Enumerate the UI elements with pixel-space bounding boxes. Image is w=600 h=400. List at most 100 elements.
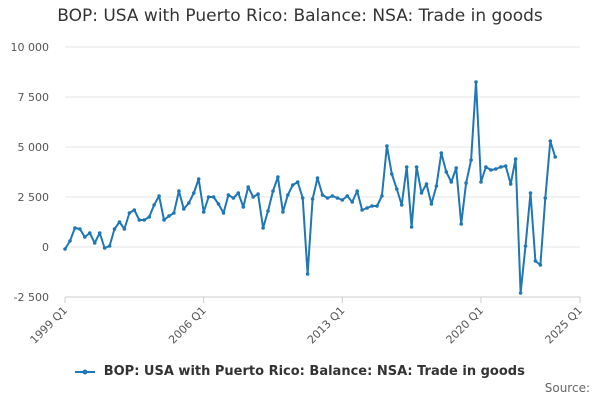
series-points (63, 80, 557, 295)
x-tick-label: 1999 Q1 (28, 304, 71, 347)
data-point (320, 193, 325, 197)
data-point (325, 196, 330, 200)
data-point (533, 259, 538, 263)
data-point (404, 165, 409, 169)
legend-label: BOP: USA with Puerto Rico: Balance: NSA:… (103, 364, 525, 379)
data-point (310, 197, 315, 201)
data-point (187, 201, 191, 205)
data-point (365, 206, 369, 210)
data-point (122, 227, 127, 231)
data-point (102, 246, 107, 250)
data-point (449, 180, 454, 184)
series-line (64, 81, 557, 294)
data-point (286, 193, 290, 197)
data-point (459, 222, 464, 226)
data-point (330, 194, 335, 198)
data-point (147, 215, 151, 219)
x-tick-label: 2020 Q1 (444, 304, 487, 347)
data-point (117, 220, 122, 224)
series-path (64, 81, 557, 294)
data-point (276, 175, 280, 179)
data-point (538, 263, 543, 267)
data-point (518, 291, 523, 295)
data-point (167, 214, 171, 218)
gridlines: -2 500 0 2 500 5 000 7 500 10 000 (11, 41, 580, 304)
data-point (469, 158, 473, 162)
y-tick-label: -2 500 (14, 291, 49, 304)
data-point (73, 226, 77, 230)
x-tick-label: 2013 Q1 (305, 304, 348, 347)
data-point (192, 191, 196, 195)
data-point (83, 235, 87, 239)
data-point (489, 168, 493, 172)
data-point (241, 205, 246, 209)
data-point (434, 184, 439, 188)
y-tick-label: 10 000 (11, 41, 50, 54)
data-point (221, 211, 226, 215)
data-point (231, 196, 236, 200)
data-point (256, 192, 260, 196)
data-point (281, 210, 285, 214)
data-point (350, 200, 355, 204)
data-point (162, 218, 166, 222)
data-point (97, 231, 102, 235)
data-point (132, 208, 137, 212)
data-point (271, 189, 275, 193)
data-point (548, 139, 553, 143)
data-point (385, 144, 389, 148)
y-tick-label: 0 (42, 241, 49, 254)
x-axis: 1999 Q1 2006 Q1 2013 Q1 2020 Q1 2025 Q1 (28, 296, 586, 347)
data-point (543, 196, 548, 200)
data-point (152, 203, 156, 207)
data-point (127, 211, 132, 215)
data-point (360, 208, 364, 212)
y-tick-label: 5 000 (18, 141, 50, 154)
data-point (390, 172, 394, 176)
data-point (295, 180, 300, 184)
data-point (503, 164, 508, 168)
data-point (345, 194, 350, 198)
data-point (355, 189, 360, 193)
x-tick-label: 2025 Q1 (543, 304, 586, 347)
data-point (206, 195, 211, 199)
data-point (479, 180, 483, 184)
y-tick-label: 2 500 (18, 191, 50, 204)
data-point (137, 218, 142, 222)
data-point (528, 191, 533, 195)
data-point (261, 226, 265, 230)
data-point (444, 170, 449, 174)
data-point (315, 176, 320, 180)
data-point (474, 80, 478, 84)
legend-marker-icon (75, 369, 96, 374)
data-point (464, 181, 468, 185)
legend[interactable]: BOP: USA with Puerto Rico: Balance: NSA:… (0, 364, 600, 379)
data-point (513, 157, 518, 161)
data-point (92, 241, 97, 245)
data-point (177, 189, 181, 193)
data-point (157, 194, 161, 198)
data-point (196, 177, 201, 181)
data-point (380, 194, 384, 198)
data-point (523, 244, 528, 248)
data-point (484, 165, 488, 169)
data-point (439, 151, 444, 155)
data-point (172, 211, 176, 215)
chart-title: BOP: USA with Puerto Rico: Balance: NSA:… (57, 6, 543, 26)
y-tick-label: 7 500 (18, 91, 50, 104)
data-point (236, 191, 241, 195)
data-point (553, 155, 557, 159)
data-point (395, 187, 399, 191)
data-point (419, 191, 424, 195)
data-point (508, 182, 513, 186)
data-point (142, 218, 146, 222)
data-point (291, 183, 295, 187)
data-point (335, 196, 340, 200)
data-point (499, 165, 503, 169)
data-point (226, 193, 231, 197)
data-point (375, 204, 379, 208)
data-point (88, 231, 92, 235)
data-point (300, 196, 305, 200)
data-point (112, 227, 117, 231)
data-point (340, 198, 345, 202)
